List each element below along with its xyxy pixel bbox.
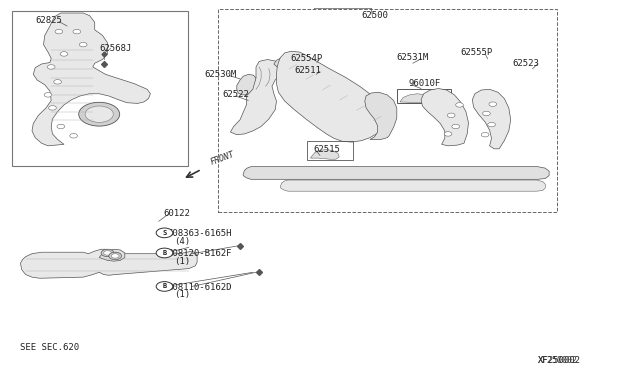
Circle shape [54, 80, 61, 84]
Text: 62500: 62500 [362, 11, 388, 20]
Text: 62825: 62825 [35, 16, 62, 25]
Circle shape [489, 102, 497, 106]
Circle shape [70, 134, 77, 138]
Text: FRONT: FRONT [209, 150, 236, 167]
Text: 62554P: 62554P [290, 54, 322, 63]
Circle shape [444, 132, 452, 136]
Text: B: B [163, 283, 166, 289]
Circle shape [49, 106, 56, 110]
Text: (1): (1) [174, 290, 190, 299]
Polygon shape [400, 94, 430, 102]
Polygon shape [276, 51, 385, 142]
Circle shape [452, 124, 460, 129]
Text: S: S [163, 230, 166, 236]
Text: (4): (4) [174, 237, 190, 246]
Circle shape [79, 102, 120, 126]
Circle shape [73, 29, 81, 34]
Circle shape [483, 111, 490, 116]
Polygon shape [274, 57, 301, 71]
Text: 96010F: 96010F [408, 79, 440, 88]
Polygon shape [32, 13, 150, 146]
Text: XF250002: XF250002 [538, 356, 578, 365]
Text: SEE SEC.620: SEE SEC.620 [20, 343, 79, 352]
Text: 62568J: 62568J [99, 44, 131, 53]
Bar [307, 141, 353, 160]
Circle shape [456, 103, 463, 107]
Circle shape [101, 249, 114, 257]
Text: XF250002: XF250002 [538, 356, 580, 365]
Circle shape [85, 106, 113, 122]
Text: B08120-B162F: B08120-B162F [168, 249, 232, 258]
Circle shape [79, 42, 87, 47]
Text: 62531M: 62531M [397, 53, 429, 62]
Bar [12, 11, 188, 166]
Polygon shape [237, 74, 256, 95]
Text: S08363-6165H: S08363-6165H [168, 229, 232, 238]
Polygon shape [280, 180, 545, 191]
Polygon shape [472, 89, 511, 149]
Text: 62530M: 62530M [205, 70, 237, 79]
Text: 62555P: 62555P [461, 48, 493, 57]
Circle shape [111, 254, 119, 258]
Polygon shape [20, 249, 197, 278]
Polygon shape [99, 249, 125, 261]
Polygon shape [246, 86, 274, 118]
Polygon shape [365, 92, 397, 140]
Circle shape [55, 29, 63, 34]
Circle shape [57, 124, 65, 129]
Polygon shape [421, 89, 468, 146]
Polygon shape [230, 60, 280, 135]
Circle shape [156, 282, 173, 291]
Text: 60122: 60122 [163, 209, 190, 218]
Text: (1): (1) [174, 257, 190, 266]
Circle shape [44, 93, 52, 97]
Bar [397, 89, 451, 103]
Text: 62523: 62523 [512, 59, 539, 68]
Circle shape [488, 122, 495, 127]
Text: B08110-6162D: B08110-6162D [168, 283, 232, 292]
Circle shape [47, 65, 55, 69]
Polygon shape [243, 167, 549, 179]
Text: 62515: 62515 [314, 145, 340, 154]
Circle shape [156, 248, 173, 258]
Circle shape [156, 228, 173, 238]
Circle shape [447, 113, 455, 118]
Polygon shape [310, 150, 339, 159]
Text: 62522: 62522 [223, 90, 250, 99]
Circle shape [104, 251, 111, 255]
Text: 62511: 62511 [294, 66, 321, 75]
Text: B: B [163, 250, 166, 256]
Circle shape [60, 52, 68, 56]
Bar [218, 9, 557, 212]
Circle shape [109, 252, 122, 260]
Circle shape [481, 132, 489, 137]
